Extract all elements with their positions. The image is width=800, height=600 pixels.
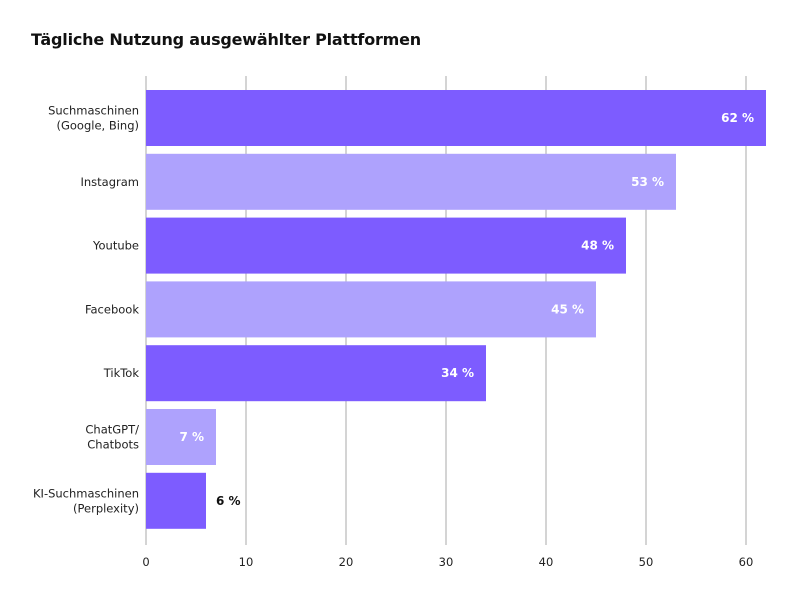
bar [146,472,206,529]
category-label: ChatGPT/Chatbots [85,423,139,452]
x-tick-label: 40 [539,555,554,569]
value-label: 6 % [216,494,241,508]
value-label: 53 % [631,175,664,189]
x-tick-label: 50 [639,555,654,569]
category-label: Youtube [92,239,139,253]
value-label: 45 % [551,302,584,316]
category-label: Instagram [80,175,139,189]
x-tick-label: 10 [239,555,254,569]
x-tick-label: 20 [339,555,354,569]
bar [146,153,676,210]
x-tick-label: 60 [739,555,754,569]
x-tick-label: 0 [142,555,149,569]
bar [146,217,626,274]
value-label: 34 % [441,366,474,380]
chart-title: Tägliche Nutzung ausgewählter Plattforme… [31,30,421,49]
category-label: Suchmaschinen (Google, Bing) [48,104,139,133]
bar [146,90,766,146]
category-label: Facebook [85,302,139,316]
bar [146,345,486,402]
x-tick-label: 30 [439,555,454,569]
bar [146,409,216,465]
value-label: 48 % [581,239,614,253]
value-label: 62 % [721,111,754,125]
category-label: TikTok [103,366,140,380]
bar [146,281,596,338]
category-label: KI-Suchmaschinen (Perplexity) [33,486,139,515]
value-label: 7 % [179,430,204,444]
